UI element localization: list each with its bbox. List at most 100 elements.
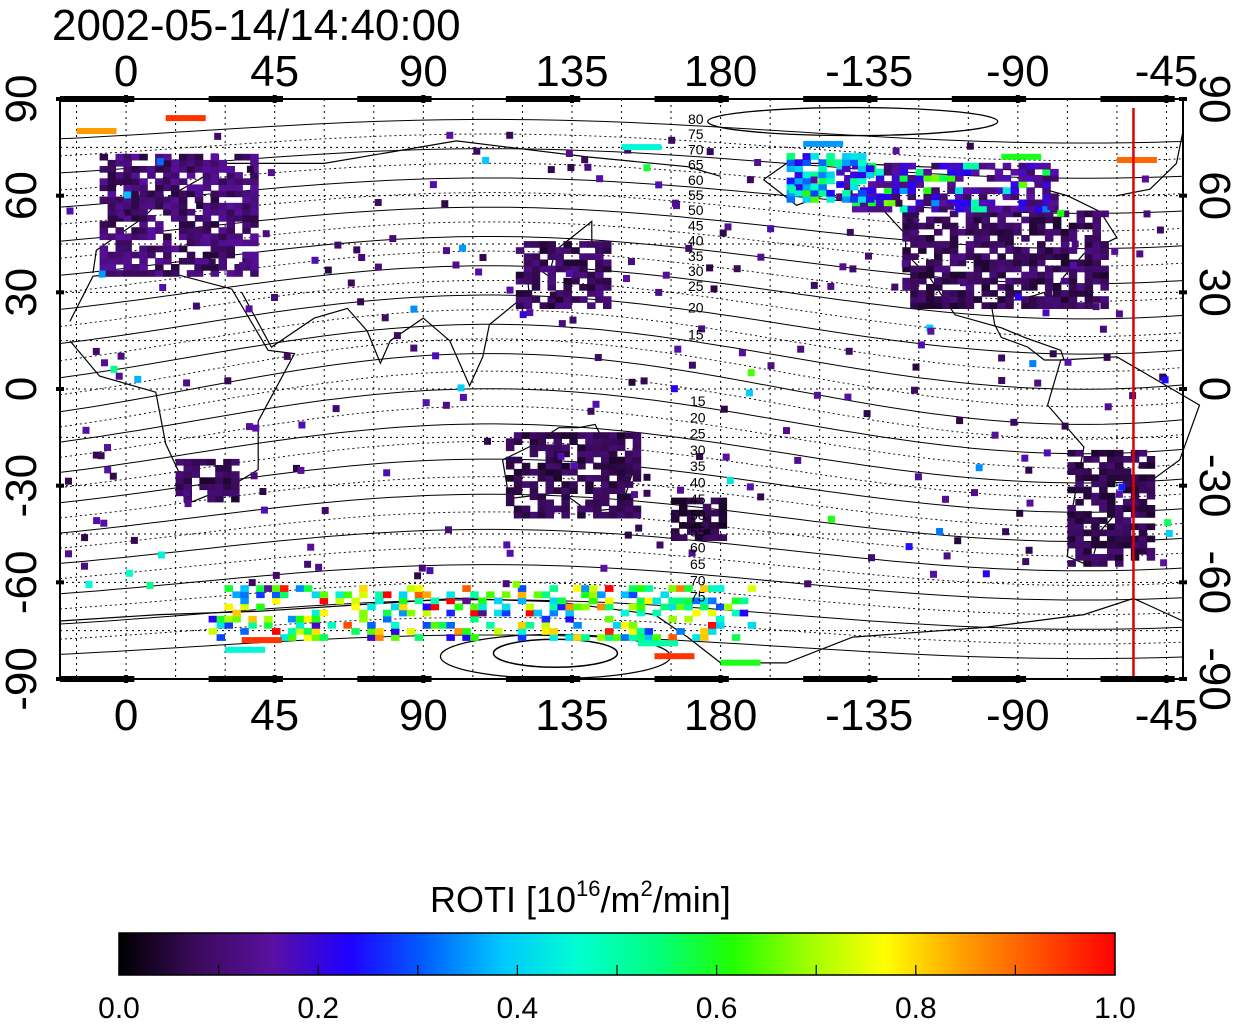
contour-line [59,309,1184,373]
roti-pixel [1130,505,1140,512]
roti-pixel [581,591,590,599]
roti-pixel [1034,379,1042,387]
roti-pixel [178,257,188,265]
roti-pixel [452,261,460,269]
roti-pixel [915,175,924,182]
roti-pixel [191,471,200,478]
roti-pixel [718,497,728,505]
roti-pixel [157,551,165,559]
roti-pixel [215,465,224,472]
roti-pixel [1042,309,1050,317]
roti-pixel [1107,529,1116,537]
roti-pixel [123,251,132,259]
roti-pixel [215,477,224,484]
roti-pixel [957,302,967,309]
roti-pixel [1099,554,1108,561]
roti-pixel [218,227,227,234]
roti-pixel [603,277,612,285]
roti-pixel [208,615,218,623]
roti-pixel [115,196,124,204]
contour-label: 25 [690,426,706,442]
roti-pixel [208,628,218,635]
roti-pixel [183,489,190,497]
roti-pixel [1146,505,1156,512]
roti-pixel [555,290,564,297]
roti-pixel [321,507,329,514]
roti-pixel [957,290,967,297]
roti-pixel [957,296,967,303]
roti-pixel [115,153,124,161]
roti-pixel [826,159,835,166]
roti-pixel [1115,517,1124,524]
roti-pixel [1045,289,1053,297]
roti-pixel [965,210,975,218]
roti-pixel [183,477,192,484]
border-bar-bottom [60,676,135,682]
roti-pixel [794,171,804,179]
roti-pixel [186,227,196,234]
roti-pixel [131,270,140,277]
roti-pixel [1022,558,1030,566]
roti-pixel [1050,193,1059,201]
roti-pixel [1138,480,1148,488]
roti-pixel [194,239,204,247]
roti-pixel [595,271,604,279]
roti-pixel [1107,541,1116,549]
roti-pixel [918,247,927,254]
roti-pixel [545,462,554,470]
roti-pixel [375,597,384,605]
roti-pixel [1099,325,1107,333]
roti-pixel [558,320,566,328]
roti-pixel [1083,511,1092,518]
roti-pixel [398,597,408,605]
roti-pixel [899,162,909,170]
roti-pixel [616,468,626,476]
contour-line [59,323,1184,390]
roti-pixel [696,453,704,460]
roti-pixel [186,239,196,247]
roti-pixel [902,235,911,242]
roti-pixel [131,153,140,161]
roti-pixel [973,241,983,248]
roti-pixel [571,265,580,273]
border-bar-top [803,96,878,102]
roti-pixel [513,456,523,464]
contour-label: 15 [690,393,706,409]
roti-pixel [1049,350,1057,358]
roti-pixel [1115,535,1124,543]
roti-pixel [1029,284,1038,291]
roti-pixel [757,493,765,501]
roti-pixel [517,628,527,635]
roti-pixel [429,181,437,189]
roti-pixel [601,499,610,507]
roti-pixel [971,222,979,230]
roti-pixel [1037,296,1046,303]
frame-tick-right [1179,290,1187,295]
roti-pixel [194,233,204,241]
roti-pixel [359,591,368,599]
roti-pixel [1107,547,1116,555]
contour-label: 80 [688,111,704,127]
roti-pixel [1061,422,1069,430]
roti-pixel [1037,253,1046,260]
roti-pixel [1099,560,1108,567]
roti-pixel [517,585,527,592]
roti-pixel [1138,535,1148,543]
roti-pixel [1047,203,1055,210]
roti-pixel [1115,523,1124,531]
roti-pixel [503,541,511,549]
roti-pixel [523,271,533,279]
roti-pixel [231,471,240,478]
roti-pixel [644,585,654,592]
roti-pixel [973,228,983,236]
roti-pixel [581,634,590,641]
roti-pixel [710,528,720,535]
roti-pixel [319,634,329,641]
roti-pixel [584,163,592,171]
roti-pixel [506,286,514,294]
roti-pixel [643,164,651,172]
roti-pixel [541,622,551,629]
roti-pixel [994,168,1004,176]
roti-pixel [1013,247,1022,254]
roti-pixel [549,609,558,617]
